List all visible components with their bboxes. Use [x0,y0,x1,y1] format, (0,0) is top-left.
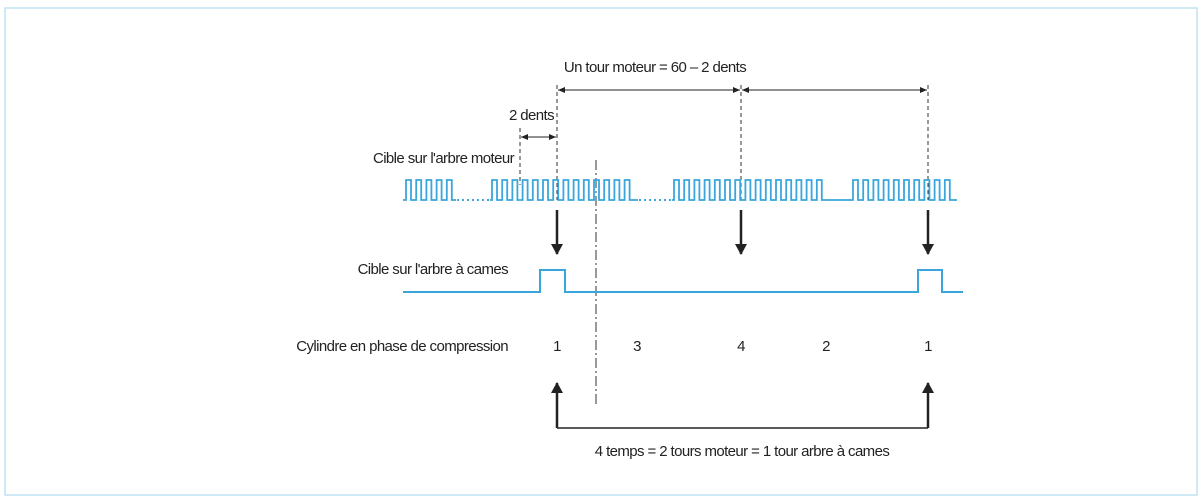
crank-label: Cible sur l'arbre moteur [373,150,515,167]
cylinder-number: 3 [633,338,641,355]
cam-signal [403,269,963,293]
cam-label: Cible sur l'arbre à cames [358,261,509,278]
down-arrows [551,210,934,255]
cycle-arrows [551,382,934,429]
cylinder-number: 1 [553,338,561,355]
cylinder-number: 2 [822,338,830,355]
gap-label: 2 dents [509,107,554,124]
cylinder-number: 1 [924,338,932,355]
cylinder-number: 4 [737,338,745,355]
frame [4,7,1198,496]
revolution-label: Un tour moteur = 60 – 2 dents [564,59,746,76]
cycle-label: 4 temps = 2 tours moteur = 1 tour arbre … [595,443,890,460]
crank-signal [403,179,957,201]
span-arrows [521,87,927,140]
guides [519,85,929,200]
cylinder-label: Cylindre en phase de compression [296,338,508,355]
